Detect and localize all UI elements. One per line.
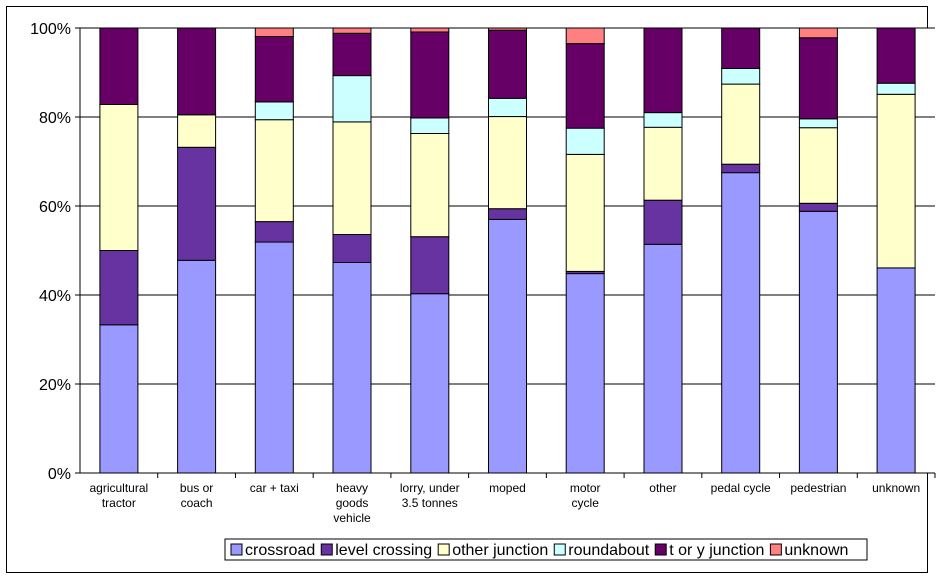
legend-swatch xyxy=(769,543,782,556)
bar-segment xyxy=(876,27,916,84)
x-tick-label: other xyxy=(649,481,676,495)
x-tick-label: moped xyxy=(489,481,526,495)
bar-segment xyxy=(798,127,838,204)
x-tick-label: bus or coach xyxy=(180,481,213,510)
y-tick-label: 60% xyxy=(39,199,71,216)
bar-segment xyxy=(565,43,605,129)
y-tick-label: 0% xyxy=(48,466,71,483)
bar-segment xyxy=(721,68,761,85)
bar-segment xyxy=(643,243,683,474)
bar-segment xyxy=(332,75,372,123)
bar-segment xyxy=(721,172,761,474)
bar-segment xyxy=(254,101,294,121)
bar-segment xyxy=(254,221,294,243)
bar-segment xyxy=(643,27,683,114)
bar-segment xyxy=(410,117,450,135)
bar-segment xyxy=(565,153,605,272)
bar-segment xyxy=(410,133,450,238)
bar-segment xyxy=(798,37,838,120)
legend-label: roundabout xyxy=(568,542,650,559)
bar-segment xyxy=(99,250,139,326)
bar-segment xyxy=(332,262,372,474)
x-tick-label: unknown xyxy=(872,481,920,495)
bar-segment xyxy=(488,218,527,474)
bar-segment xyxy=(177,146,217,261)
legend: crossroad level crossing other junction rou… xyxy=(224,538,868,561)
bar-segment xyxy=(254,27,294,37)
bar-segment xyxy=(565,27,605,45)
y-tick-label: 20% xyxy=(39,377,71,394)
bar-segment xyxy=(798,210,838,474)
legend-item: roundabout xyxy=(553,542,650,559)
legend-label: level crossing xyxy=(335,542,432,559)
bar-segment xyxy=(876,93,916,269)
axes xyxy=(75,27,936,478)
x-tick-label: pedestrian xyxy=(790,481,846,495)
bar-segment xyxy=(643,199,683,245)
legend-swatch xyxy=(320,543,333,556)
legend-label: unknown xyxy=(784,542,848,559)
x-tick-label: pedal cycle xyxy=(711,481,771,495)
bar-segment xyxy=(99,324,139,474)
y-tick-label: 80% xyxy=(39,110,71,127)
bar-segment xyxy=(798,27,838,39)
legend-box xyxy=(224,538,868,561)
legend-item: t or y junction xyxy=(654,542,764,559)
bar-segment xyxy=(410,236,450,295)
bar-segment xyxy=(254,119,294,223)
legend-item: unknown xyxy=(769,542,848,559)
x-tick-labels: agricultural tractor bus or coach car + taxi… xyxy=(90,481,921,525)
bar-segment xyxy=(488,97,527,118)
bar-segment xyxy=(643,112,683,128)
bar-segment xyxy=(177,114,217,148)
bar-segment xyxy=(876,267,916,474)
bar-segment xyxy=(798,118,838,129)
bar-segment xyxy=(99,104,139,251)
bar-segment xyxy=(410,31,450,119)
legend-label: t or y junction xyxy=(669,542,764,559)
bar-segment xyxy=(488,29,527,99)
x-tick-label: car + taxi xyxy=(250,481,299,495)
bar-segment xyxy=(254,36,294,103)
bar-segment xyxy=(332,234,372,263)
y-tick-label: 40% xyxy=(39,288,71,305)
bar-segment xyxy=(410,27,450,33)
bar-segment xyxy=(876,82,916,95)
legend-item: crossroad xyxy=(230,542,315,559)
bar-segment xyxy=(332,121,372,235)
bar-segment xyxy=(332,32,372,77)
legend-label: other junction xyxy=(452,542,548,559)
bar-segment xyxy=(488,208,527,220)
bar-segment xyxy=(410,293,450,474)
bar-segment xyxy=(798,202,838,212)
bar-segment xyxy=(565,273,605,474)
x-tick-label: lorry, under 3.5 tonnes xyxy=(400,481,460,510)
x-tick-label: motor cycle xyxy=(570,481,601,510)
bar-segment xyxy=(721,163,761,174)
legend-swatch xyxy=(654,543,667,556)
y-tick-label: 100% xyxy=(30,21,71,38)
legend-swatch xyxy=(437,543,450,556)
bar-segment xyxy=(565,127,605,155)
legend-swatch xyxy=(553,543,566,556)
x-tick-label: agricultural tractor xyxy=(90,481,149,510)
bar-segment xyxy=(643,126,683,201)
legend-label: crossroad xyxy=(245,542,315,559)
bar-segment xyxy=(177,27,217,116)
y-tick-labels: 0% 20% 40% 60% 80% 100% xyxy=(30,21,71,483)
bar-segment xyxy=(254,241,294,474)
bar-segment xyxy=(177,259,217,474)
bar-segment xyxy=(488,27,527,31)
bar-segment xyxy=(332,27,372,34)
bar-segment xyxy=(99,27,139,105)
x-tick-label: heavy goods vehicle xyxy=(333,481,371,525)
legend-item: other junction xyxy=(437,542,548,559)
bars xyxy=(99,27,916,474)
bar-segment xyxy=(721,27,761,69)
bar-segment xyxy=(721,83,761,165)
legend-swatch xyxy=(230,543,243,556)
bar-segment xyxy=(488,116,527,210)
legend-item: level crossing xyxy=(320,542,432,559)
